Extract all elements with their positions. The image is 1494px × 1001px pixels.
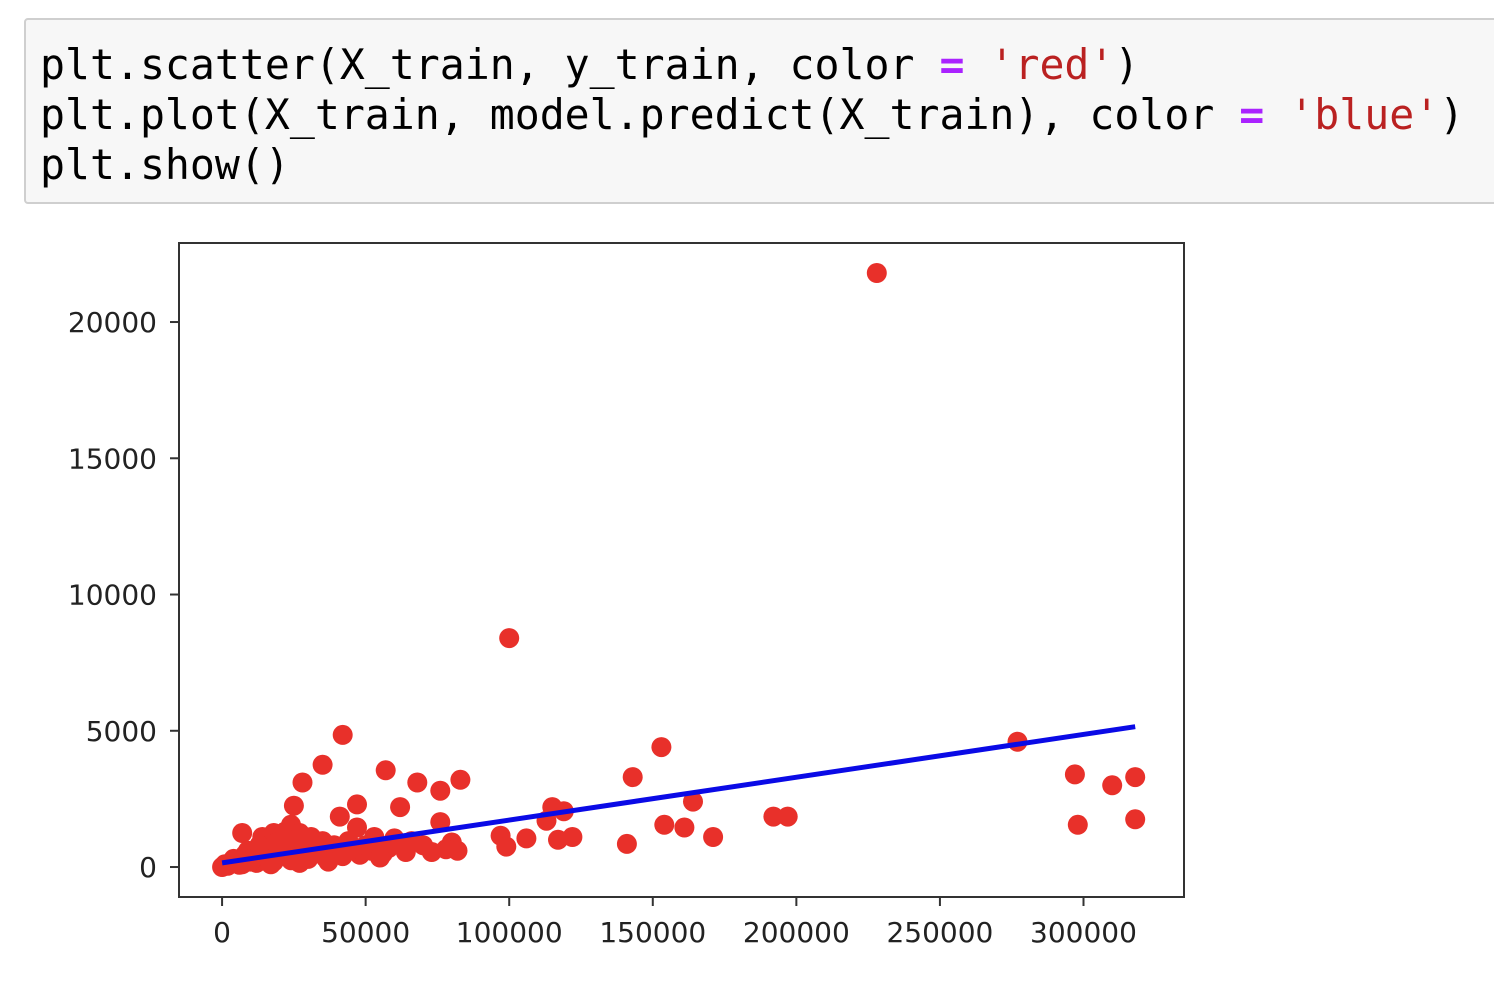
scatter-plot: 0 50000 100000 150000 200000 250000 300000 0 50… (68, 242, 1185, 949)
scatter-point-5 (292, 772, 313, 793)
y-tick-label-2: 10000 (68, 579, 157, 612)
scatter-point-97 (289, 852, 310, 873)
cell-output: 0 50000 100000 150000 200000 250000 300000 0 50… (0, 222, 1494, 1001)
scatter-point-25 (654, 814, 675, 835)
y-axis: 0 5000 10000 15000 20000 (68, 306, 179, 884)
code-token: plt.show() (40, 140, 290, 189)
code-token (1264, 90, 1289, 139)
x-tick-label-1: 50000 (321, 916, 410, 949)
x-tick-label-5: 250000 (886, 916, 993, 949)
scatter-point-18 (347, 794, 367, 815)
scatter-points (212, 263, 1146, 877)
scatter-point-15 (1125, 809, 1146, 830)
scatter-point-29 (777, 806, 798, 827)
scatter-point-20 (329, 806, 350, 827)
axes-frame (178, 242, 1185, 898)
scatter-point-19 (390, 797, 411, 818)
code-line-3: plt.show() (40, 140, 1464, 190)
string-token: 'red' (989, 40, 1115, 89)
y-tick-label-0: 0 (139, 851, 157, 884)
scatter-point-98 (318, 851, 339, 872)
x-axis: 0 50000 100000 150000 200000 250000 300000 (213, 897, 1137, 949)
code-token: plt.scatter(X_train, y_train, color (40, 40, 940, 89)
scatter-point-13 (1102, 775, 1123, 796)
scatter-point-35 (496, 836, 517, 857)
scatter-point-32 (548, 829, 568, 850)
scatter-point-52 (395, 842, 416, 862)
scatter-point-99 (370, 847, 390, 868)
code-token: ) (1114, 40, 1140, 89)
code-line-1: plt.scatter(X_train, y_train, color = 'r… (40, 40, 1464, 90)
string-token: 'blue' (1289, 90, 1440, 139)
y-tick-label-3: 15000 (68, 442, 157, 475)
x-tick-label-2: 100000 (456, 916, 563, 949)
scatter-point-6 (407, 772, 428, 793)
scatter-point-33 (516, 828, 537, 849)
code-line-2: plt.plot(X_train, model.predict(X_train)… (40, 90, 1464, 140)
scatter-point-0 (866, 263, 887, 283)
scatter-point-1 (499, 628, 520, 649)
x-tick-label-3: 150000 (599, 916, 706, 949)
scatter-point-86 (249, 835, 270, 856)
y-tick-label-4: 20000 (68, 306, 157, 339)
scatter-point-88 (278, 829, 299, 850)
scatter-point-30 (616, 833, 637, 854)
scatter-point-76 (447, 840, 468, 861)
scatter-point-75 (413, 835, 434, 856)
scatter-point-8 (430, 780, 451, 801)
scatter-point-14 (1125, 767, 1146, 788)
scatter-point-16 (1067, 814, 1088, 835)
scatter-point-9 (651, 737, 672, 758)
y-tick-label-1: 5000 (86, 715, 157, 748)
scatter-point-17 (283, 795, 304, 816)
x-tick-label-0: 0 (213, 916, 231, 949)
scatter-point-10 (622, 767, 643, 788)
regression-line-layer (221, 724, 1136, 866)
operator-token: = (1239, 90, 1265, 139)
scatter-point-4 (375, 760, 396, 781)
scatter-point-96 (260, 854, 281, 875)
scatter-point-36 (232, 823, 253, 843)
regression-line (221, 724, 1136, 866)
code-editor[interactable]: plt.scatter(X_train, y_train, color = 'r… (40, 40, 1464, 190)
code-token: ) (1439, 90, 1465, 139)
scatter-point-12 (1064, 764, 1085, 785)
scatter-point-27 (703, 827, 724, 847)
code-cell[interactable]: plt.scatter(X_train, y_train, color = 'r… (24, 18, 1494, 204)
scatter-point-28 (763, 806, 784, 827)
scatter-point-3 (312, 754, 333, 775)
scatter-point-2 (332, 724, 353, 745)
x-tick-label-4: 200000 (743, 916, 850, 949)
code-token (964, 40, 989, 89)
scatter-point-24 (683, 791, 703, 812)
operator-token: = (939, 40, 965, 89)
scatter-point-26 (674, 817, 695, 838)
x-tick-label-6: 300000 (1030, 916, 1137, 949)
code-token: plt.plot(X_train, model.predict(X_train)… (40, 90, 1240, 139)
scatter-point-7 (450, 769, 471, 790)
